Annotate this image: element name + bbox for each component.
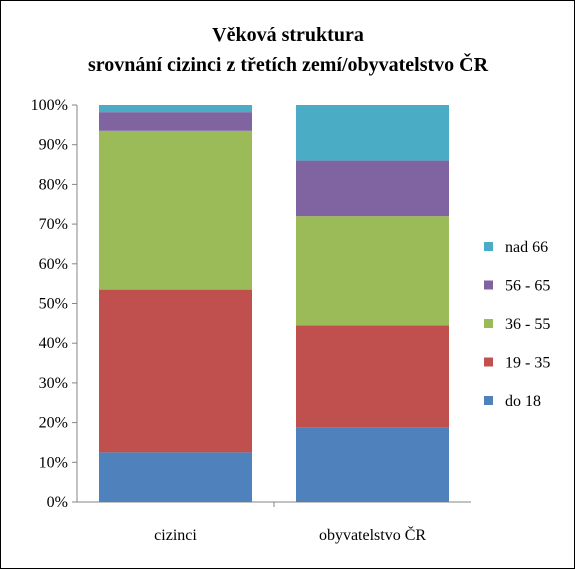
bar-segment <box>296 216 449 326</box>
chart-title-line-2: srovnání cizinci z třetích zemí/obyvatel… <box>88 52 489 76</box>
y-tick-label: 60% <box>39 256 68 273</box>
legend-label: 36 - 55 <box>505 316 550 333</box>
y-tick-label: 0% <box>47 494 68 511</box>
x-category-label: cizinci <box>154 527 197 544</box>
legend-swatch <box>484 280 493 290</box>
y-tick-label: 10% <box>39 454 68 471</box>
legend-label: 19 - 35 <box>505 355 550 372</box>
bar-segment <box>296 160 449 217</box>
bar-segment <box>296 325 449 428</box>
y-tick-label: 80% <box>39 176 68 193</box>
bar-segment <box>99 289 252 453</box>
legend-label: do 18 <box>505 393 541 410</box>
legend-swatch <box>484 357 493 367</box>
y-tick-label: 50% <box>39 296 68 313</box>
y-tick-label: 30% <box>39 375 68 392</box>
bar-segment <box>296 105 449 161</box>
legend-swatch <box>484 319 493 328</box>
y-tick-label: 20% <box>39 415 68 432</box>
y-tick-label: 100% <box>31 97 68 114</box>
legend-swatch <box>484 396 493 405</box>
bar-segment <box>99 105 252 113</box>
bars <box>99 105 449 502</box>
y-tick-label: 40% <box>39 335 68 352</box>
bar-segment <box>99 452 252 502</box>
x-category-label: obyvatelstvo ČR <box>319 525 426 544</box>
legend-label: 56 - 65 <box>505 278 550 295</box>
legend: nad 66 56 - 65 36 - 55 19 - 35 do 18 <box>484 239 550 410</box>
bar-segment <box>296 427 449 502</box>
y-tick-label: 90% <box>39 137 68 154</box>
legend-label: nad 66 <box>505 239 548 256</box>
chart-title-line-1: Věková struktura <box>212 24 364 46</box>
axes: 0% 10% 20% 30% 40% 50% 60% 70% 80% 90% 100% cizinci… <box>31 97 471 544</box>
bar-segment <box>99 130 252 290</box>
y-tick-label: 70% <box>39 216 68 233</box>
legend-swatch <box>484 242 493 251</box>
bar-segment <box>99 112 252 131</box>
